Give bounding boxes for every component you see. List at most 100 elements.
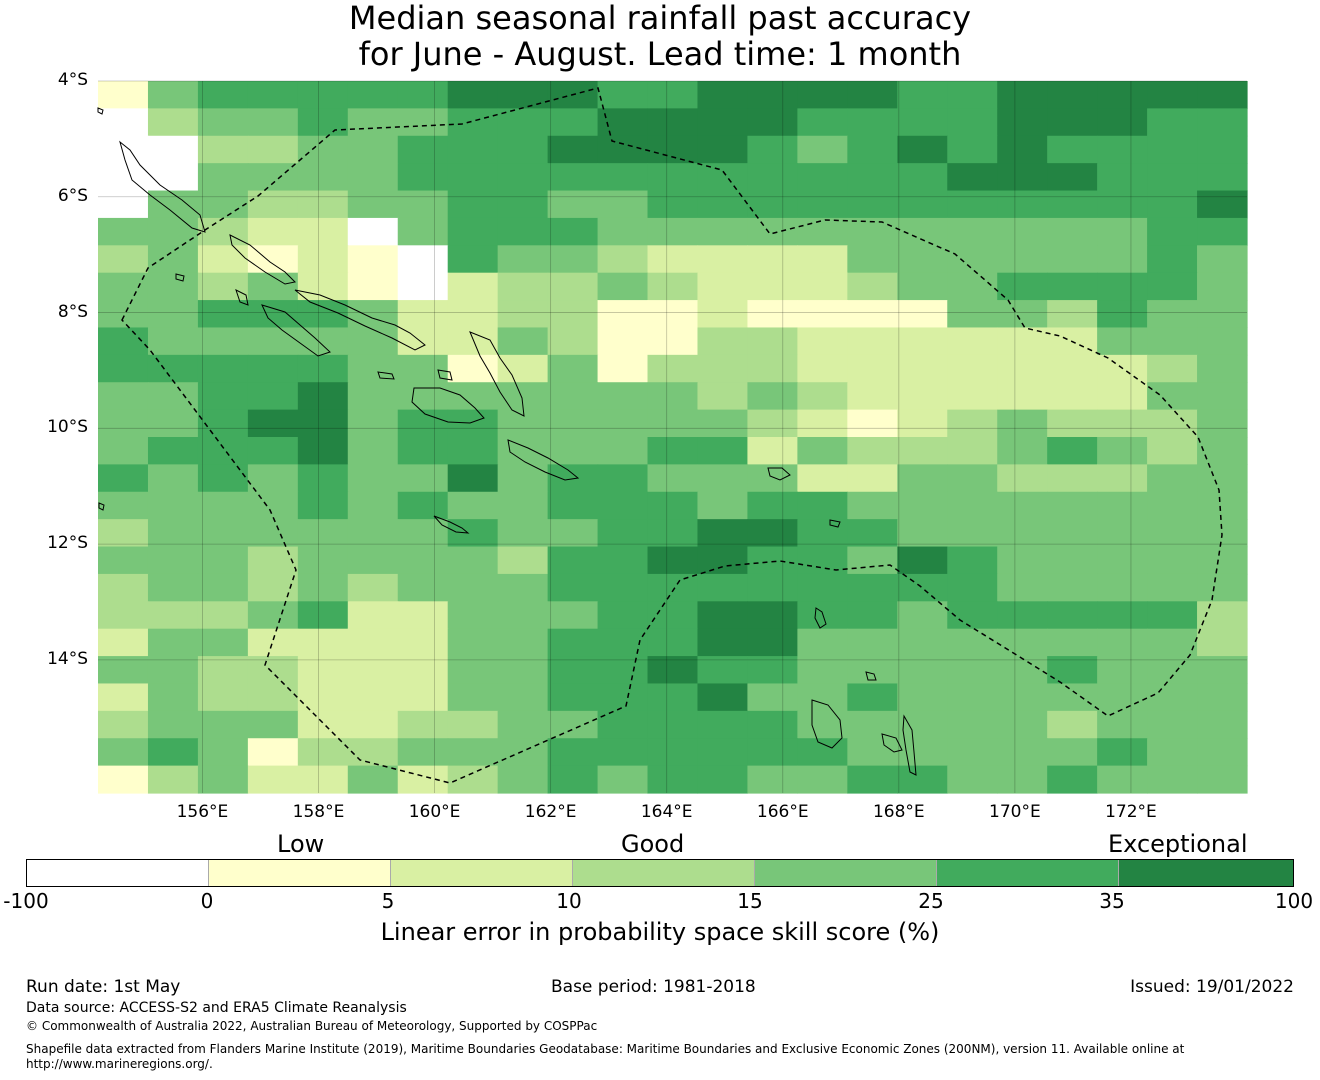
longitude-label: 160°E xyxy=(408,802,461,822)
skill-cell xyxy=(1097,656,1148,685)
colorbar-tick: 15 xyxy=(737,889,763,913)
skill-cell xyxy=(297,409,349,438)
skill-cell xyxy=(297,135,349,164)
espiritu-santo-island xyxy=(811,699,843,749)
skill-cell xyxy=(397,245,449,274)
skill-cell xyxy=(297,217,349,246)
longitude-label: 156°E xyxy=(176,802,229,822)
skill-cell xyxy=(447,409,499,438)
skill-cell xyxy=(697,409,749,438)
skill-cell xyxy=(597,656,649,685)
skill-cell xyxy=(597,437,649,465)
skill-cell xyxy=(98,354,149,383)
skill-cell xyxy=(247,656,299,685)
skill-cell xyxy=(847,437,898,465)
latitude-label: 4°S xyxy=(57,70,88,90)
skill-cell xyxy=(547,437,599,465)
colorbar-segment xyxy=(27,860,209,886)
skill-cell xyxy=(647,245,699,274)
choiseul-island xyxy=(229,234,297,285)
skill-cell xyxy=(1147,81,1198,109)
skill-cell xyxy=(197,628,249,657)
skill-cell xyxy=(947,710,998,739)
skill-cell xyxy=(997,190,1048,219)
skill-cell xyxy=(1197,546,1248,575)
skill-cell xyxy=(897,245,948,274)
skill-cell xyxy=(797,628,848,657)
santa-isabel-island xyxy=(294,289,426,351)
skill-cell xyxy=(797,683,848,712)
skill-cell xyxy=(697,217,749,246)
skill-cell xyxy=(797,437,848,465)
skill-cell xyxy=(1047,765,1098,794)
skill-cell xyxy=(847,409,898,438)
skill-cell xyxy=(997,519,1048,548)
skill-cell xyxy=(1047,409,1098,438)
skill-cell xyxy=(297,765,349,794)
skill-cell xyxy=(997,272,1048,301)
skill-cell xyxy=(647,354,699,383)
legend-category-exceptional: Exceptional xyxy=(1108,830,1248,858)
skill-cell xyxy=(497,628,549,657)
skill-cell xyxy=(1097,217,1148,246)
skill-cell xyxy=(197,217,249,246)
skill-cell xyxy=(747,135,798,164)
skill-cell xyxy=(997,108,1048,137)
skill-cell xyxy=(147,628,199,657)
skill-cell xyxy=(1197,217,1248,246)
skill-cell xyxy=(347,546,399,575)
skill-cell xyxy=(197,765,249,794)
skill-cell xyxy=(98,327,149,356)
skill-cell xyxy=(247,464,299,493)
skill-cell xyxy=(1197,327,1248,356)
skill-cell xyxy=(647,300,699,329)
skill-cell xyxy=(747,628,798,657)
skill-cell xyxy=(1147,135,1198,164)
skill-cell xyxy=(597,601,649,630)
skill-cell xyxy=(497,491,549,520)
skill-cell xyxy=(897,163,948,192)
skill-cell xyxy=(297,163,349,192)
skill-cell xyxy=(1197,81,1248,109)
skill-cell xyxy=(697,382,749,411)
coastlines xyxy=(97,107,917,776)
skill-cell xyxy=(247,710,299,739)
skill-cell xyxy=(297,354,349,383)
skill-cell xyxy=(447,327,499,356)
skill-cell xyxy=(397,738,449,767)
skill-cell xyxy=(197,491,249,520)
skill-cell xyxy=(1197,464,1248,493)
skill-cell xyxy=(147,519,199,548)
skill-cell xyxy=(847,327,898,356)
skill-cell xyxy=(947,81,998,109)
skill-cell xyxy=(1097,601,1148,630)
skill-cell xyxy=(597,354,649,383)
skill-cell xyxy=(997,464,1048,493)
skill-cell xyxy=(897,738,948,767)
skill-cell xyxy=(547,628,599,657)
skill-cell xyxy=(947,163,998,192)
skill-cell xyxy=(697,519,749,548)
skill-cell xyxy=(897,354,948,383)
skill-cell xyxy=(197,573,249,602)
malaita-island xyxy=(469,331,525,417)
skill-cell xyxy=(747,710,798,739)
skill-cell xyxy=(547,163,599,192)
skill-cell xyxy=(347,245,399,274)
skill-cell xyxy=(447,546,499,575)
legend-category-low: Low xyxy=(277,830,325,858)
skill-cell xyxy=(1097,491,1148,520)
skill-cell xyxy=(247,382,299,411)
skill-cell xyxy=(747,519,798,548)
skill-cell xyxy=(447,135,499,164)
skill-cell xyxy=(147,738,199,767)
skill-cell xyxy=(147,656,199,685)
skill-cell xyxy=(397,573,449,602)
skill-cell xyxy=(547,656,599,685)
skill-cell xyxy=(1097,628,1148,657)
skill-cell xyxy=(547,710,599,739)
skill-cell xyxy=(597,519,649,548)
skill-cell xyxy=(897,382,948,411)
skill-cell xyxy=(1197,382,1248,411)
skill-cell xyxy=(847,217,898,246)
